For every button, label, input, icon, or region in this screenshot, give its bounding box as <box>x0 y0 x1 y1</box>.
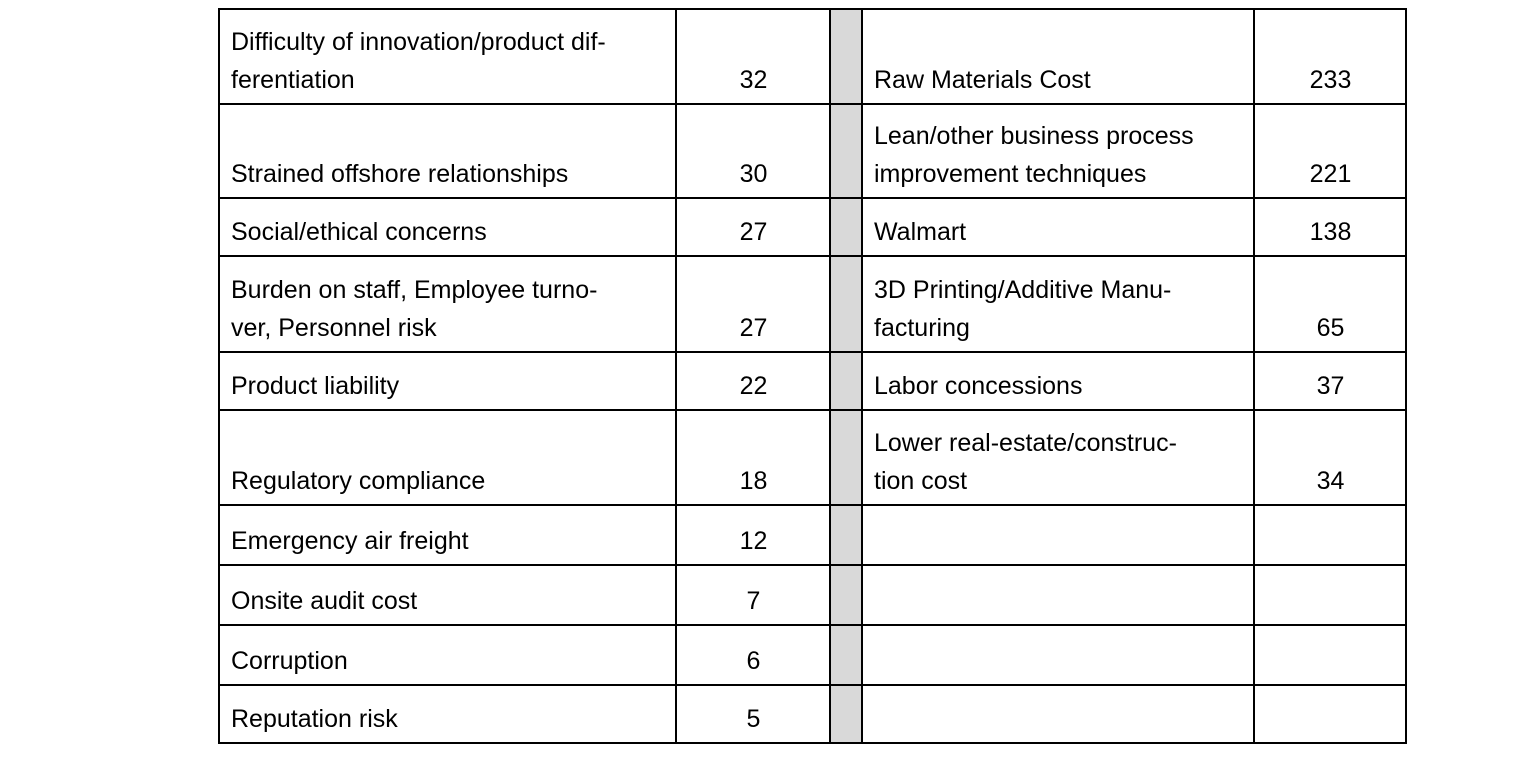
column-separator <box>829 255 863 353</box>
right-value-cell: 37 <box>1253 351 1407 411</box>
left-label-cell-line: Emergency air freight <box>231 527 469 555</box>
left-value-cell: 27 <box>675 255 831 353</box>
right-label-cell-line: Lower real-estate/construc- <box>874 429 1177 457</box>
column-separator <box>829 8 863 105</box>
right-label-cell <box>861 684 1255 744</box>
right-label-cell: 3D Printing/Additive Manu-facturing <box>861 255 1255 353</box>
right-label-cell: Lower real-estate/construc-tion cost <box>861 409 1255 506</box>
right-value-cell <box>1253 684 1407 744</box>
left-label-cell-line: Social/ethical concerns <box>231 218 487 246</box>
left-label-cell-line: Product liability <box>231 372 400 400</box>
right-label-cell <box>861 624 1255 686</box>
table-row: Difficulty of innovation/product dif-fer… <box>218 8 1407 105</box>
right-label-cell: Raw Materials Cost <box>861 8 1255 105</box>
left-label-cell-line: Regulatory compliance <box>231 467 486 495</box>
left-label-cell-line: ferentiation <box>231 66 355 94</box>
column-separator <box>829 103 863 199</box>
left-value-cell: 30 <box>675 103 831 199</box>
left-value-cell: 7 <box>675 564 831 626</box>
left-label-cell: Burden on staff, Employee turno-ver, Per… <box>218 255 677 353</box>
comparison-table: Difficulty of innovation/product dif-fer… <box>218 8 1407 744</box>
left-label-cell-line: Difficulty of innovation/product dif- <box>231 28 606 56</box>
column-separator <box>829 564 863 626</box>
right-label-cell <box>861 564 1255 626</box>
left-value-cell: 18 <box>675 409 831 506</box>
table-row: Corruption 6 <box>218 624 1407 686</box>
table-row: Social/ethical concerns 27 Walmart 138 <box>218 197 1407 257</box>
left-label-cell: Strained offshore relationships <box>218 103 677 199</box>
column-separator <box>829 624 863 686</box>
left-label-cell: Onsite audit cost <box>218 564 677 626</box>
left-label-cell: Reputation risk <box>218 684 677 744</box>
table-row: Product liability 22 Labor concessions 37 <box>218 351 1407 411</box>
left-label-cell-line: Strained offshore relationships <box>231 160 569 188</box>
column-separator <box>829 197 863 257</box>
column-separator <box>829 351 863 411</box>
right-label-cell: Labor concessions <box>861 351 1255 411</box>
table-row: Regulatory compliance 18 Lower real-estate… <box>218 409 1407 506</box>
left-label-cell: Corruption <box>218 624 677 686</box>
left-value-cell: 32 <box>675 8 831 105</box>
table-row: Emergency air freight 12 <box>218 504 1407 566</box>
right-label-cell-line: improvement techniques <box>874 160 1147 188</box>
table-row: Burden on staff, Employee turno-ver, Per… <box>218 255 1407 353</box>
right-label-cell-line: tion cost <box>874 467 968 495</box>
column-separator <box>829 504 863 566</box>
left-value-cell: 5 <box>675 684 831 744</box>
left-label-cell: Difficulty of innovation/product dif-fer… <box>218 8 677 105</box>
right-value-cell <box>1253 564 1407 626</box>
right-label-cell-line: Walmart <box>874 218 967 246</box>
right-value-cell: 34 <box>1253 409 1407 506</box>
left-label-cell: Emergency air freight <box>218 504 677 566</box>
left-label-cell: Social/ethical concerns <box>218 197 677 257</box>
right-label-cell: Lean/other business process improvement t… <box>861 103 1255 199</box>
right-label-cell-line: 3D Printing/Additive Manu- <box>874 276 1172 304</box>
column-separator <box>829 409 863 506</box>
table-row: Onsite audit cost 7 <box>218 564 1407 626</box>
left-value-cell: 6 <box>675 624 831 686</box>
left-value-cell: 12 <box>675 504 831 566</box>
left-label-cell: Product liability <box>218 351 677 411</box>
left-label-cell-line: Reputation risk <box>231 705 398 733</box>
right-label-cell: Walmart <box>861 197 1255 257</box>
table-body: Difficulty of innovation/product dif-fer… <box>218 8 1407 744</box>
right-label-cell <box>861 504 1255 566</box>
right-label-cell-line: Lean/other business process <box>874 122 1194 150</box>
left-label-cell-line: Onsite audit cost <box>231 587 418 615</box>
left-label-cell: Regulatory compliance <box>218 409 677 506</box>
left-label-cell-line: ver, Personnel risk <box>231 314 437 342</box>
right-value-cell: 233 <box>1253 8 1407 105</box>
left-label-cell-line: Burden on staff, Employee turno- <box>231 276 598 304</box>
right-label-cell-line: facturing <box>874 314 970 342</box>
table-row: Strained offshore relationships 30 Lean/ot… <box>218 103 1407 199</box>
left-value-cell: 22 <box>675 351 831 411</box>
right-value-cell: 221 <box>1253 103 1407 199</box>
left-value-cell: 27 <box>675 197 831 257</box>
right-value-cell: 65 <box>1253 255 1407 353</box>
table-row: Reputation risk 5 <box>218 684 1407 744</box>
right-value-cell <box>1253 624 1407 686</box>
right-label-cell-line: Labor concessions <box>874 372 1083 400</box>
left-label-cell-line: Corruption <box>231 647 348 675</box>
right-value-cell: 138 <box>1253 197 1407 257</box>
right-value-cell <box>1253 504 1407 566</box>
right-label-cell-line: Raw Materials Cost <box>874 66 1091 94</box>
column-separator <box>829 684 863 744</box>
